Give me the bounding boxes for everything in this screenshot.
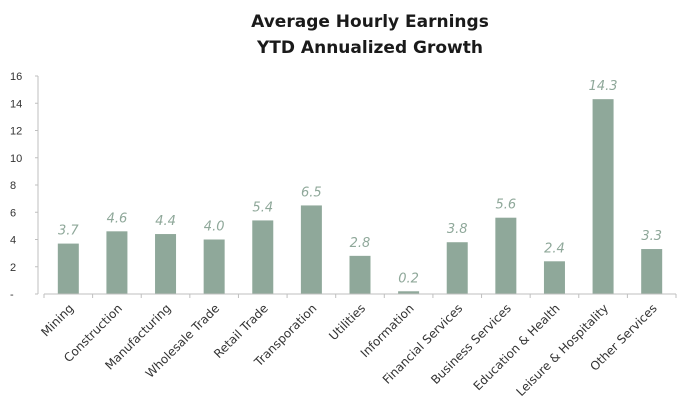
data-label: 4.0: [204, 220, 225, 235]
chart-title-line-1: Average Hourly Earnings: [251, 12, 489, 32]
x-tick-label: Business Services: [428, 301, 514, 387]
data-label: 4.6: [107, 211, 128, 226]
bar: [592, 99, 614, 294]
y-tick-label: -: [10, 289, 14, 301]
data-label: 5.4: [252, 200, 273, 215]
data-label: 4.4: [155, 214, 176, 229]
y-tick-label: 6: [10, 207, 16, 219]
x-tick-label: Mining: [38, 301, 76, 339]
x-tick-label: Utilities: [326, 301, 368, 343]
data-label: 5.6: [496, 198, 517, 213]
y-tick-label: 4: [10, 235, 16, 247]
data-labels: 3.7 4.6 4.4 4.0 5.4 6.5 2.8 0.2 3.8 5.6 2.4 14.3 3.3: [58, 79, 662, 286]
bar: [155, 234, 177, 294]
bar: [106, 231, 128, 294]
y-tick-label: 8: [10, 180, 16, 192]
bar: [543, 261, 565, 294]
data-label: 3.3: [641, 229, 662, 244]
data-label: 3.8: [447, 222, 468, 237]
data-label: 6.5: [301, 185, 322, 200]
y-tick-label: 10: [10, 153, 22, 165]
x-axis: MiningConstructionManufacturingWholesale…: [38, 293, 677, 399]
bars: [57, 99, 663, 294]
bar: [495, 217, 517, 294]
bar: [203, 239, 225, 294]
y-tick-label: 14: [10, 98, 22, 110]
y-axis: - 2 4 6 8 10 12 14 16: [10, 71, 39, 301]
data-label: 2.4: [544, 241, 565, 256]
y-tick-label: 16: [10, 71, 22, 83]
y-tick-label: 12: [10, 126, 22, 138]
data-label: 2.8: [350, 236, 371, 251]
x-tick-label: Leisure & Hospitality: [513, 301, 611, 399]
data-label: 14.3: [589, 79, 618, 94]
bar: [252, 220, 274, 294]
data-label: 0.2: [398, 271, 419, 286]
y-tick-label: 2: [10, 262, 16, 274]
data-label: 3.7: [58, 224, 79, 239]
bar: [398, 291, 420, 294]
bar: [349, 255, 371, 294]
bar: [300, 205, 322, 294]
bar: [446, 242, 468, 294]
chart-title-line-2: YTD Annualized Growth: [257, 38, 483, 58]
x-tick-label: Education & Health: [471, 301, 563, 393]
bar: [641, 249, 663, 294]
bar: [57, 243, 79, 294]
